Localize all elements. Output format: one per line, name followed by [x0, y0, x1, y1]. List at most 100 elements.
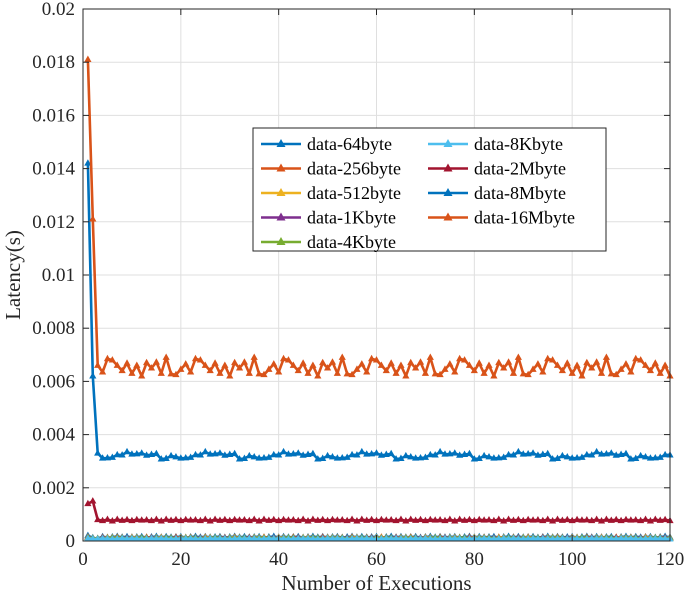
point-data-2Mbyte-37 [260, 515, 268, 522]
point-data-8Mbyte-28 [216, 449, 224, 456]
point-data-2Mbyte-62 [382, 516, 390, 523]
point-data-2Mbyte-117 [651, 515, 659, 522]
point-data-16Mbyte-114 [637, 356, 645, 363]
point-data-2Mbyte-59 [368, 515, 376, 523]
point-data-2Mbyte-109 [612, 515, 620, 523]
point-data-16Mbyte-44 [294, 366, 302, 374]
point-data-8Kbyte-104 [588, 534, 596, 542]
point-data-2Mbyte-42 [284, 516, 293, 523]
point-data-8Kbyte-59 [368, 534, 376, 542]
y-tick-label-5: 0.01 [42, 265, 75, 286]
point-data-2Mbyte-111 [622, 515, 630, 523]
point-data-8Kbyte-62 [382, 534, 390, 542]
point-data-2Mbyte-67 [407, 515, 415, 522]
point-data-8Kbyte-64 [392, 534, 400, 542]
point-data-8Kbyte-110 [617, 534, 625, 542]
point-data-2Mbyte-11 [133, 515, 141, 523]
point-data-8Mbyte-80 [470, 455, 478, 462]
legend-entry-data-2Mbyte: data-2Mbyte [428, 159, 566, 179]
point-data-2Mbyte-89 [514, 515, 522, 523]
point-data-16Mbyte-52 [333, 369, 341, 376]
point-data-8Kbyte-93 [534, 534, 542, 542]
point-data-2Mbyte-95 [544, 515, 552, 522]
point-data-8Kbyte-42 [284, 535, 293, 542]
point-data-16Mbyte-76 [451, 368, 459, 375]
legend-entry-data-8Mbyte: data-8Mbyte [428, 183, 566, 203]
legend-entry-data-64byte: data-64byte [261, 134, 392, 154]
point-data-8Mbyte-6 [108, 453, 116, 460]
point-data-16Mbyte-55 [348, 370, 356, 378]
point-data-2Mbyte-52 [333, 516, 341, 523]
point-data-8Mbyte-64 [392, 455, 400, 462]
point-data-8Kbyte-51 [328, 534, 337, 542]
point-data-2Mbyte-85 [495, 515, 503, 522]
point-data-16Mbyte-92 [529, 365, 537, 372]
point-data-8Kbyte-10 [128, 534, 136, 542]
point-data-8Mbyte-88 [509, 451, 518, 458]
point-data-16Mbyte-40 [275, 368, 283, 375]
point-data-8Mbyte-74 [441, 450, 449, 457]
point-data-2Mbyte-12 [138, 516, 146, 523]
point-data-8Mbyte-21 [182, 454, 190, 461]
point-data-8Mbyte-84 [490, 454, 498, 461]
point-data-2Mbyte-22 [187, 516, 195, 523]
point-data-16Mbyte-57 [358, 360, 366, 367]
point-data-8Mbyte-87 [504, 450, 513, 458]
point-data-8Kbyte-18 [167, 535, 175, 542]
x-tick-label-2: 40 [269, 549, 288, 570]
point-data-8Kbyte-43 [289, 534, 297, 542]
point-data-8Kbyte-21 [182, 534, 190, 542]
point-data-2Mbyte-21 [182, 515, 190, 523]
point-data-2Mbyte-23 [191, 515, 200, 523]
point-data-8Kbyte-37 [260, 534, 268, 542]
point-data-16Mbyte-80 [470, 366, 478, 374]
point-data-8Kbyte-14 [147, 534, 156, 542]
point-data-8Kbyte-57 [358, 534, 366, 542]
point-data-16Mbyte-119 [661, 361, 669, 368]
legend-label-data-8Kbyte: data-8Kbyte [474, 134, 563, 154]
point-data-2Mbyte-39 [270, 515, 278, 523]
point-data-2Mbyte-69 [416, 515, 425, 523]
point-data-16Mbyte-72 [431, 369, 439, 377]
point-data-16Mbyte-110 [617, 365, 625, 372]
point-data-8Mbyte-22 [187, 453, 195, 460]
point-data-16Mbyte-34 [245, 369, 253, 376]
point-data-16Mbyte-63 [387, 359, 395, 366]
point-data-8Kbyte-76 [451, 534, 459, 542]
point-data-8Mbyte-57 [358, 447, 366, 455]
point-data-16Mbyte-75 [446, 360, 454, 367]
point-data-16Mbyte-115 [641, 361, 650, 368]
point-data-16Mbyte-85 [495, 358, 503, 366]
point-data-16Mbyte-36 [255, 369, 263, 377]
y-tick-label-3: 0.006 [32, 371, 75, 392]
point-data-8Mbyte-23 [191, 450, 200, 458]
point-data-8Mbyte-98 [558, 451, 566, 459]
point-data-8Kbyte-70 [421, 534, 430, 542]
point-data-16Mbyte-35 [250, 353, 258, 360]
point-data-8Mbyte-112 [627, 455, 635, 462]
point-data-8Mbyte-4 [98, 454, 107, 461]
legend-label-data-256byte: data-256byte [307, 159, 401, 179]
point-data-8Mbyte-66 [402, 451, 410, 459]
series-data-16Mbyte [84, 55, 674, 379]
point-data-8Mbyte-118 [656, 453, 664, 460]
point-data-16Mbyte-4 [98, 368, 107, 375]
point-data-8Kbyte-75 [446, 534, 454, 542]
point-data-2Mbyte-99 [563, 515, 571, 523]
point-data-16Mbyte-28 [216, 369, 224, 376]
y-tick-label-2: 0.004 [32, 425, 75, 446]
series-data-2Mbyte [84, 497, 674, 524]
x-tick-label-0: 0 [78, 549, 88, 570]
legend-label-data-1Kbyte: data-1Kbyte [307, 208, 396, 228]
legend-label-data-4Kbyte: data-4Kbyte [307, 232, 396, 252]
point-data-8Kbyte-44 [294, 534, 302, 542]
point-data-16Mbyte-49 [319, 358, 327, 366]
legend-entry-data-16Mbyte: data-16Mbyte [428, 208, 575, 228]
point-data-8Kbyte-12 [138, 535, 146, 542]
point-data-16Mbyte-43 [289, 361, 297, 368]
point-data-16Mbyte-24 [196, 356, 204, 363]
point-data-2Mbyte-31 [231, 515, 239, 523]
point-data-2Mbyte-19 [172, 515, 180, 523]
point-data-8Kbyte-119 [661, 534, 669, 542]
point-data-8Mbyte-54 [343, 453, 351, 460]
